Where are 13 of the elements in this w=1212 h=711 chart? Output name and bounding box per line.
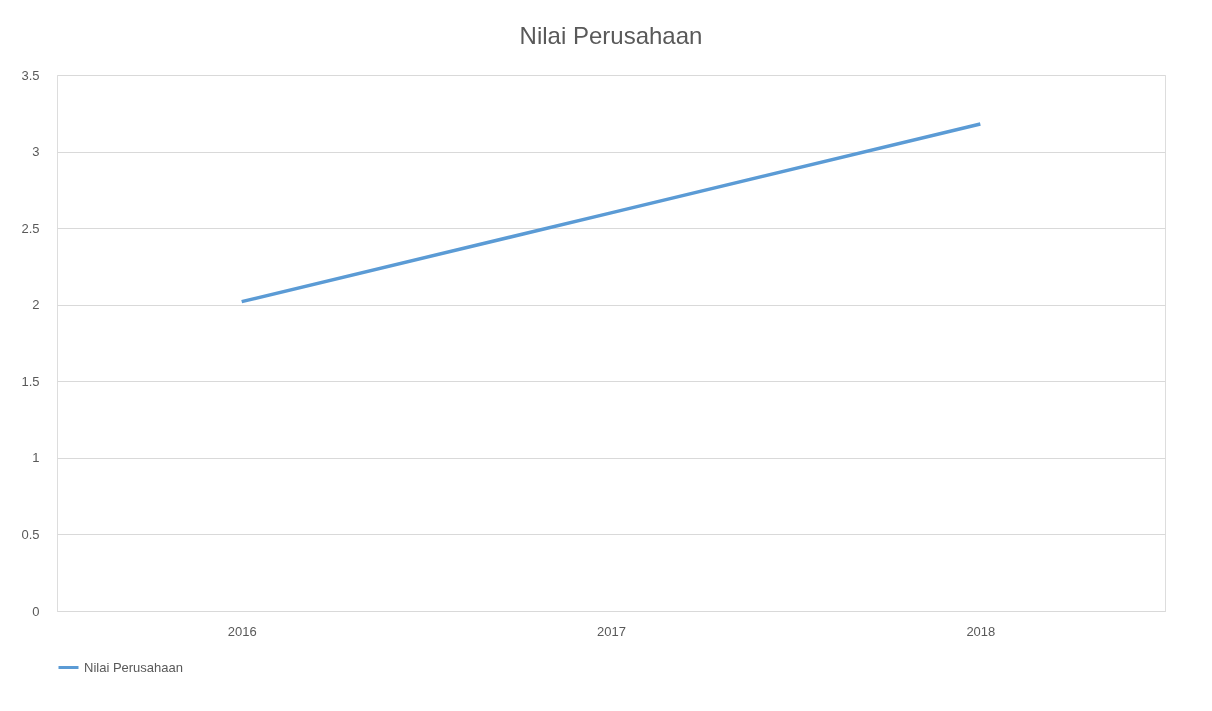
y-tick-label: 0 xyxy=(32,603,40,619)
y-tick-label: 3 xyxy=(32,144,40,160)
chart-title: Nilai Perusahaan xyxy=(519,22,703,49)
y-tick-label: 1.5 xyxy=(21,373,40,389)
x-tick-label: 2016 xyxy=(227,623,257,639)
y-tick-label: 0.5 xyxy=(21,526,40,542)
y-tick-label: 2.5 xyxy=(21,220,40,236)
x-tick-label: 2017 xyxy=(597,623,626,639)
legend-label: Nilai Perusahaan xyxy=(84,659,184,675)
y-tick-label: 2 xyxy=(32,297,40,313)
y-tick-label: 1 xyxy=(32,450,40,466)
x-tick-label: 2018 xyxy=(966,623,996,639)
y-tick-label: 3.5 xyxy=(21,67,40,83)
